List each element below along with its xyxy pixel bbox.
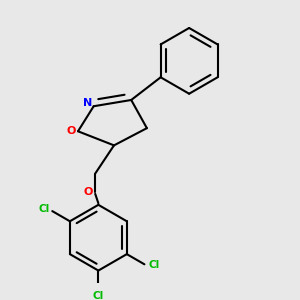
- Text: N: N: [83, 98, 92, 108]
- Text: Cl: Cl: [39, 204, 50, 214]
- Text: Cl: Cl: [148, 260, 160, 270]
- Text: O: O: [84, 187, 93, 197]
- Text: Cl: Cl: [93, 291, 104, 300]
- Text: O: O: [66, 126, 76, 136]
